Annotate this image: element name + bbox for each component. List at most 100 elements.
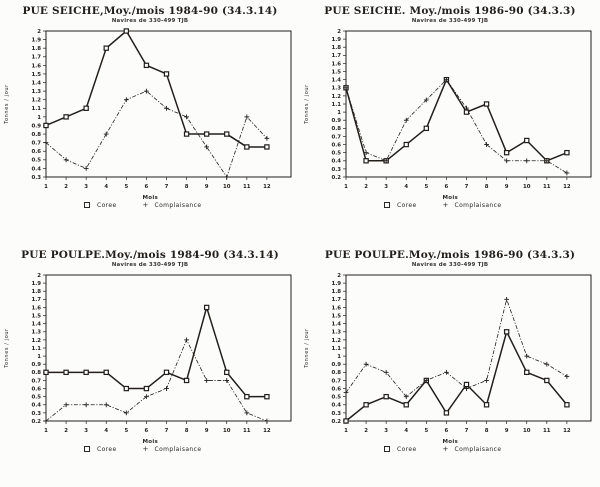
svg-text:3: 3 <box>84 184 88 190</box>
legend-item-complaisance: + Complaisance <box>442 200 502 209</box>
chart-subtitle: Navires de 330-499 TJB <box>411 262 489 268</box>
svg-text:1.9: 1.9 <box>331 37 341 43</box>
svg-text:0.5: 0.5 <box>31 158 41 164</box>
svg-text:1.1: 1.1 <box>31 106 41 112</box>
svg-text:Tonnes / jour: Tonnes / jour <box>304 84 310 125</box>
svg-text:0.7: 0.7 <box>331 378 341 384</box>
svg-text:0.8: 0.8 <box>31 132 41 138</box>
svg-text:1.3: 1.3 <box>331 86 341 92</box>
svg-text:1.3: 1.3 <box>31 330 41 336</box>
x-axis-label: Mois <box>142 439 159 445</box>
svg-text:1.6: 1.6 <box>331 61 341 67</box>
chart-plot: 0.2 0.3 0.4 0.5 0.6 0.7 0.8 0.9 1 1.1 1.2 1.3 1.4 1.5… <box>304 273 592 434</box>
svg-text:0.8: 0.8 <box>331 370 341 376</box>
svg-text:8: 8 <box>185 184 189 190</box>
svg-text:5: 5 <box>124 428 128 434</box>
svg-text:0.6: 0.6 <box>31 386 41 392</box>
svg-text:6: 6 <box>145 428 149 434</box>
legend-label-complaisance: Complaisance <box>454 446 502 453</box>
svg-text:1: 1 <box>337 354 341 360</box>
svg-text:4: 4 <box>104 428 108 434</box>
svg-text:1.1: 1.1 <box>31 346 41 352</box>
svg-text:4: 4 <box>404 184 408 190</box>
svg-text:1.3: 1.3 <box>31 89 41 95</box>
svg-text:0.2: 0.2 <box>331 419 341 425</box>
svg-text:8: 8 <box>185 428 189 434</box>
chart-panel-seiche-1984-90: PUE SEICHE,Moy./mois 1984-90 (34.3.14) N… <box>0 0 300 244</box>
plus-marker-icon: + <box>442 200 449 209</box>
svg-text:0.3: 0.3 <box>31 411 41 417</box>
svg-text:1.4: 1.4 <box>31 80 41 86</box>
legend-item-complaisance: + Complaisance <box>142 200 202 209</box>
svg-text:2: 2 <box>64 184 68 190</box>
chart-title: PUE SEICHE. Moy./mois 1986-90 (34.3.3) <box>324 5 576 17</box>
svg-text:0.5: 0.5 <box>331 151 341 157</box>
svg-text:10: 10 <box>523 184 531 190</box>
svg-text:1.8: 1.8 <box>331 45 341 51</box>
svg-text:0.6: 0.6 <box>331 142 341 148</box>
chart-plot: 0.2 0.3 0.4 0.5 0.6 0.7 0.8 0.9 1 1.1 1.2 1.3 1.4 1.5… <box>304 29 592 190</box>
chart-title: PUE POULPE.Moy./mois 1984-90 (34.3.14) <box>21 249 279 261</box>
svg-text:2: 2 <box>364 184 368 190</box>
svg-text:0.5: 0.5 <box>31 395 41 401</box>
chart-legend: Coree Mois + Complaisance <box>300 438 600 460</box>
svg-text:2: 2 <box>37 273 41 279</box>
legend-item-complaisance: + Complaisance <box>442 444 502 453</box>
svg-text:3: 3 <box>384 428 388 434</box>
svg-text:2: 2 <box>337 29 341 35</box>
svg-text:1.1: 1.1 <box>331 102 341 108</box>
svg-text:1.2: 1.2 <box>31 98 41 104</box>
legend-item-coree: Coree <box>384 445 417 453</box>
svg-text:0.9: 0.9 <box>331 118 341 124</box>
square-marker-icon <box>84 445 90 452</box>
legend-label-complaisance: Complaisance <box>454 202 502 209</box>
square-marker-icon <box>84 201 90 208</box>
svg-text:0.9: 0.9 <box>31 123 41 129</box>
legend-item-coree: Coree <box>84 445 117 453</box>
svg-text:0.4: 0.4 <box>31 403 41 409</box>
plus-marker-icon: + <box>142 200 149 209</box>
svg-text:1: 1 <box>44 184 48 190</box>
chart-plot: 0.3 0.4 0.5 0.6 0.7 0.8 0.9 1 1.1 1.2 1.3 1.4 1.5 1.6… <box>4 28 292 190</box>
svg-text:12: 12 <box>263 428 271 434</box>
svg-text:0.3: 0.3 <box>331 167 341 173</box>
svg-text:1.3: 1.3 <box>331 330 341 336</box>
svg-text:5: 5 <box>124 184 128 190</box>
legend-label-coree: Coree <box>97 202 117 209</box>
svg-text:1.9: 1.9 <box>31 281 41 287</box>
svg-text:1.4: 1.4 <box>331 78 341 84</box>
svg-text:0.5: 0.5 <box>331 395 341 401</box>
svg-text:2: 2 <box>64 428 68 434</box>
svg-text:1: 1 <box>37 354 41 360</box>
chart-plot: 0.2 0.3 0.4 0.5 0.6 0.7 0.8 0.9 1 1.1 1.2 1.3 1.4 1.5… <box>4 273 292 434</box>
chart-legend: Coree Mois + Complaisance <box>0 194 300 216</box>
plus-marker-icon: + <box>442 444 449 453</box>
svg-text:1.8: 1.8 <box>31 289 41 295</box>
legend-label-coree: Coree <box>97 446 117 453</box>
square-marker-icon <box>384 445 390 452</box>
svg-text:1.5: 1.5 <box>31 72 41 78</box>
svg-text:1.2: 1.2 <box>331 94 341 100</box>
svg-text:Tonnes / jour: Tonnes / jour <box>4 84 10 125</box>
svg-text:11: 11 <box>543 184 551 190</box>
svg-text:5: 5 <box>424 184 428 190</box>
chart-legend: Coree Mois + Complaisance <box>0 438 300 460</box>
svg-text:1: 1 <box>344 428 348 434</box>
svg-text:4: 4 <box>404 428 408 434</box>
svg-text:0.8: 0.8 <box>331 126 341 132</box>
svg-text:1: 1 <box>44 428 48 434</box>
svg-text:12: 12 <box>263 184 271 190</box>
svg-text:9: 9 <box>505 428 509 434</box>
svg-text:0.9: 0.9 <box>31 362 41 368</box>
svg-text:0.4: 0.4 <box>331 159 341 165</box>
chart-panel-poulpe-1986-90: PUE POULPE.Moy./mois 1986-90 (34.3.3) Na… <box>300 244 600 487</box>
svg-text:1: 1 <box>337 110 341 116</box>
svg-text:0.7: 0.7 <box>31 378 41 384</box>
svg-text:0.6: 0.6 <box>31 149 41 155</box>
chart-panel-poulpe-1984-90: PUE POULPE.Moy./mois 1984-90 (34.3.14) N… <box>0 244 300 487</box>
svg-text:1.4: 1.4 <box>31 322 41 328</box>
svg-text:1.9: 1.9 <box>31 37 41 43</box>
chart-subtitle: Navires de 330-499 TJB <box>111 262 189 268</box>
svg-text:6: 6 <box>445 184 449 190</box>
